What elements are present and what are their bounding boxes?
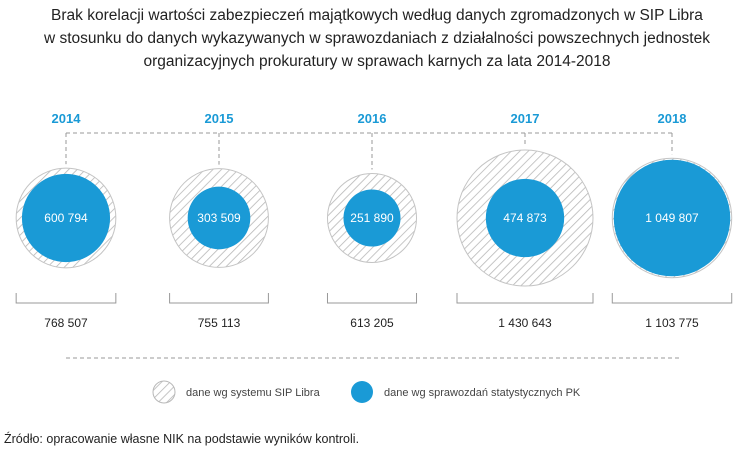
bubble-pk-label: 303 509 bbox=[197, 211, 241, 225]
year-label: 2017 bbox=[511, 111, 540, 126]
year-label: 2018 bbox=[658, 111, 687, 126]
value-bracket bbox=[456, 293, 594, 304]
value-bracket bbox=[326, 293, 418, 304]
legend-swatch-sip-libra bbox=[152, 380, 176, 404]
bubble-pk bbox=[21, 173, 111, 263]
legend-swatch-pk bbox=[351, 381, 373, 403]
bubble-pk bbox=[187, 186, 251, 250]
legend: dane wg systemu SIP Libra dane wg sprawo… bbox=[66, 357, 680, 404]
year-label: 2015 bbox=[205, 111, 234, 126]
bubble-pk bbox=[485, 178, 565, 258]
year-label: 2016 bbox=[358, 111, 387, 126]
sip-libra-value-label: 1 430 643 bbox=[498, 316, 552, 330]
bubble-pk-label: 474 873 bbox=[503, 211, 547, 225]
legend-label-sip-libra: dane wg systemu SIP Libra bbox=[186, 387, 321, 399]
bubble-pk-label: 600 794 bbox=[44, 211, 88, 225]
value-bracket bbox=[611, 293, 733, 304]
bubble-pk-label: 251 890 bbox=[350, 211, 394, 225]
sip-libra-value-label: 768 507 bbox=[44, 316, 88, 330]
source-note: Źródło: opracowanie własne NIK na podsta… bbox=[4, 432, 360, 446]
sip-libra-value-label: 613 205 bbox=[350, 316, 394, 330]
value-bracket bbox=[169, 293, 269, 304]
sip-libra-value-label: 1 103 775 bbox=[645, 316, 699, 330]
chart-title-line-1: Brak korelacji wartości zabezpieczeń maj… bbox=[51, 7, 703, 24]
chart-title-line-2: w stosunku do danych wykazywanych w spra… bbox=[44, 30, 710, 47]
bubble-pk-label: 1 049 807 bbox=[645, 211, 699, 225]
chart-title-line-3: organizacyjnych prokuratury w sprawach k… bbox=[143, 53, 611, 70]
bubble-pk bbox=[613, 159, 731, 277]
value-bracket bbox=[15, 293, 117, 304]
chart-title: Brak korelacji wartości zabezpieczeń maj… bbox=[0, 4, 754, 73]
legend-label-pk: dane wg sprawozdań statystycznych PK bbox=[384, 387, 581, 399]
year-label: 2014 bbox=[52, 111, 82, 126]
sip-libra-value-label: 755 113 bbox=[198, 316, 241, 330]
bubble-pk bbox=[343, 189, 401, 247]
